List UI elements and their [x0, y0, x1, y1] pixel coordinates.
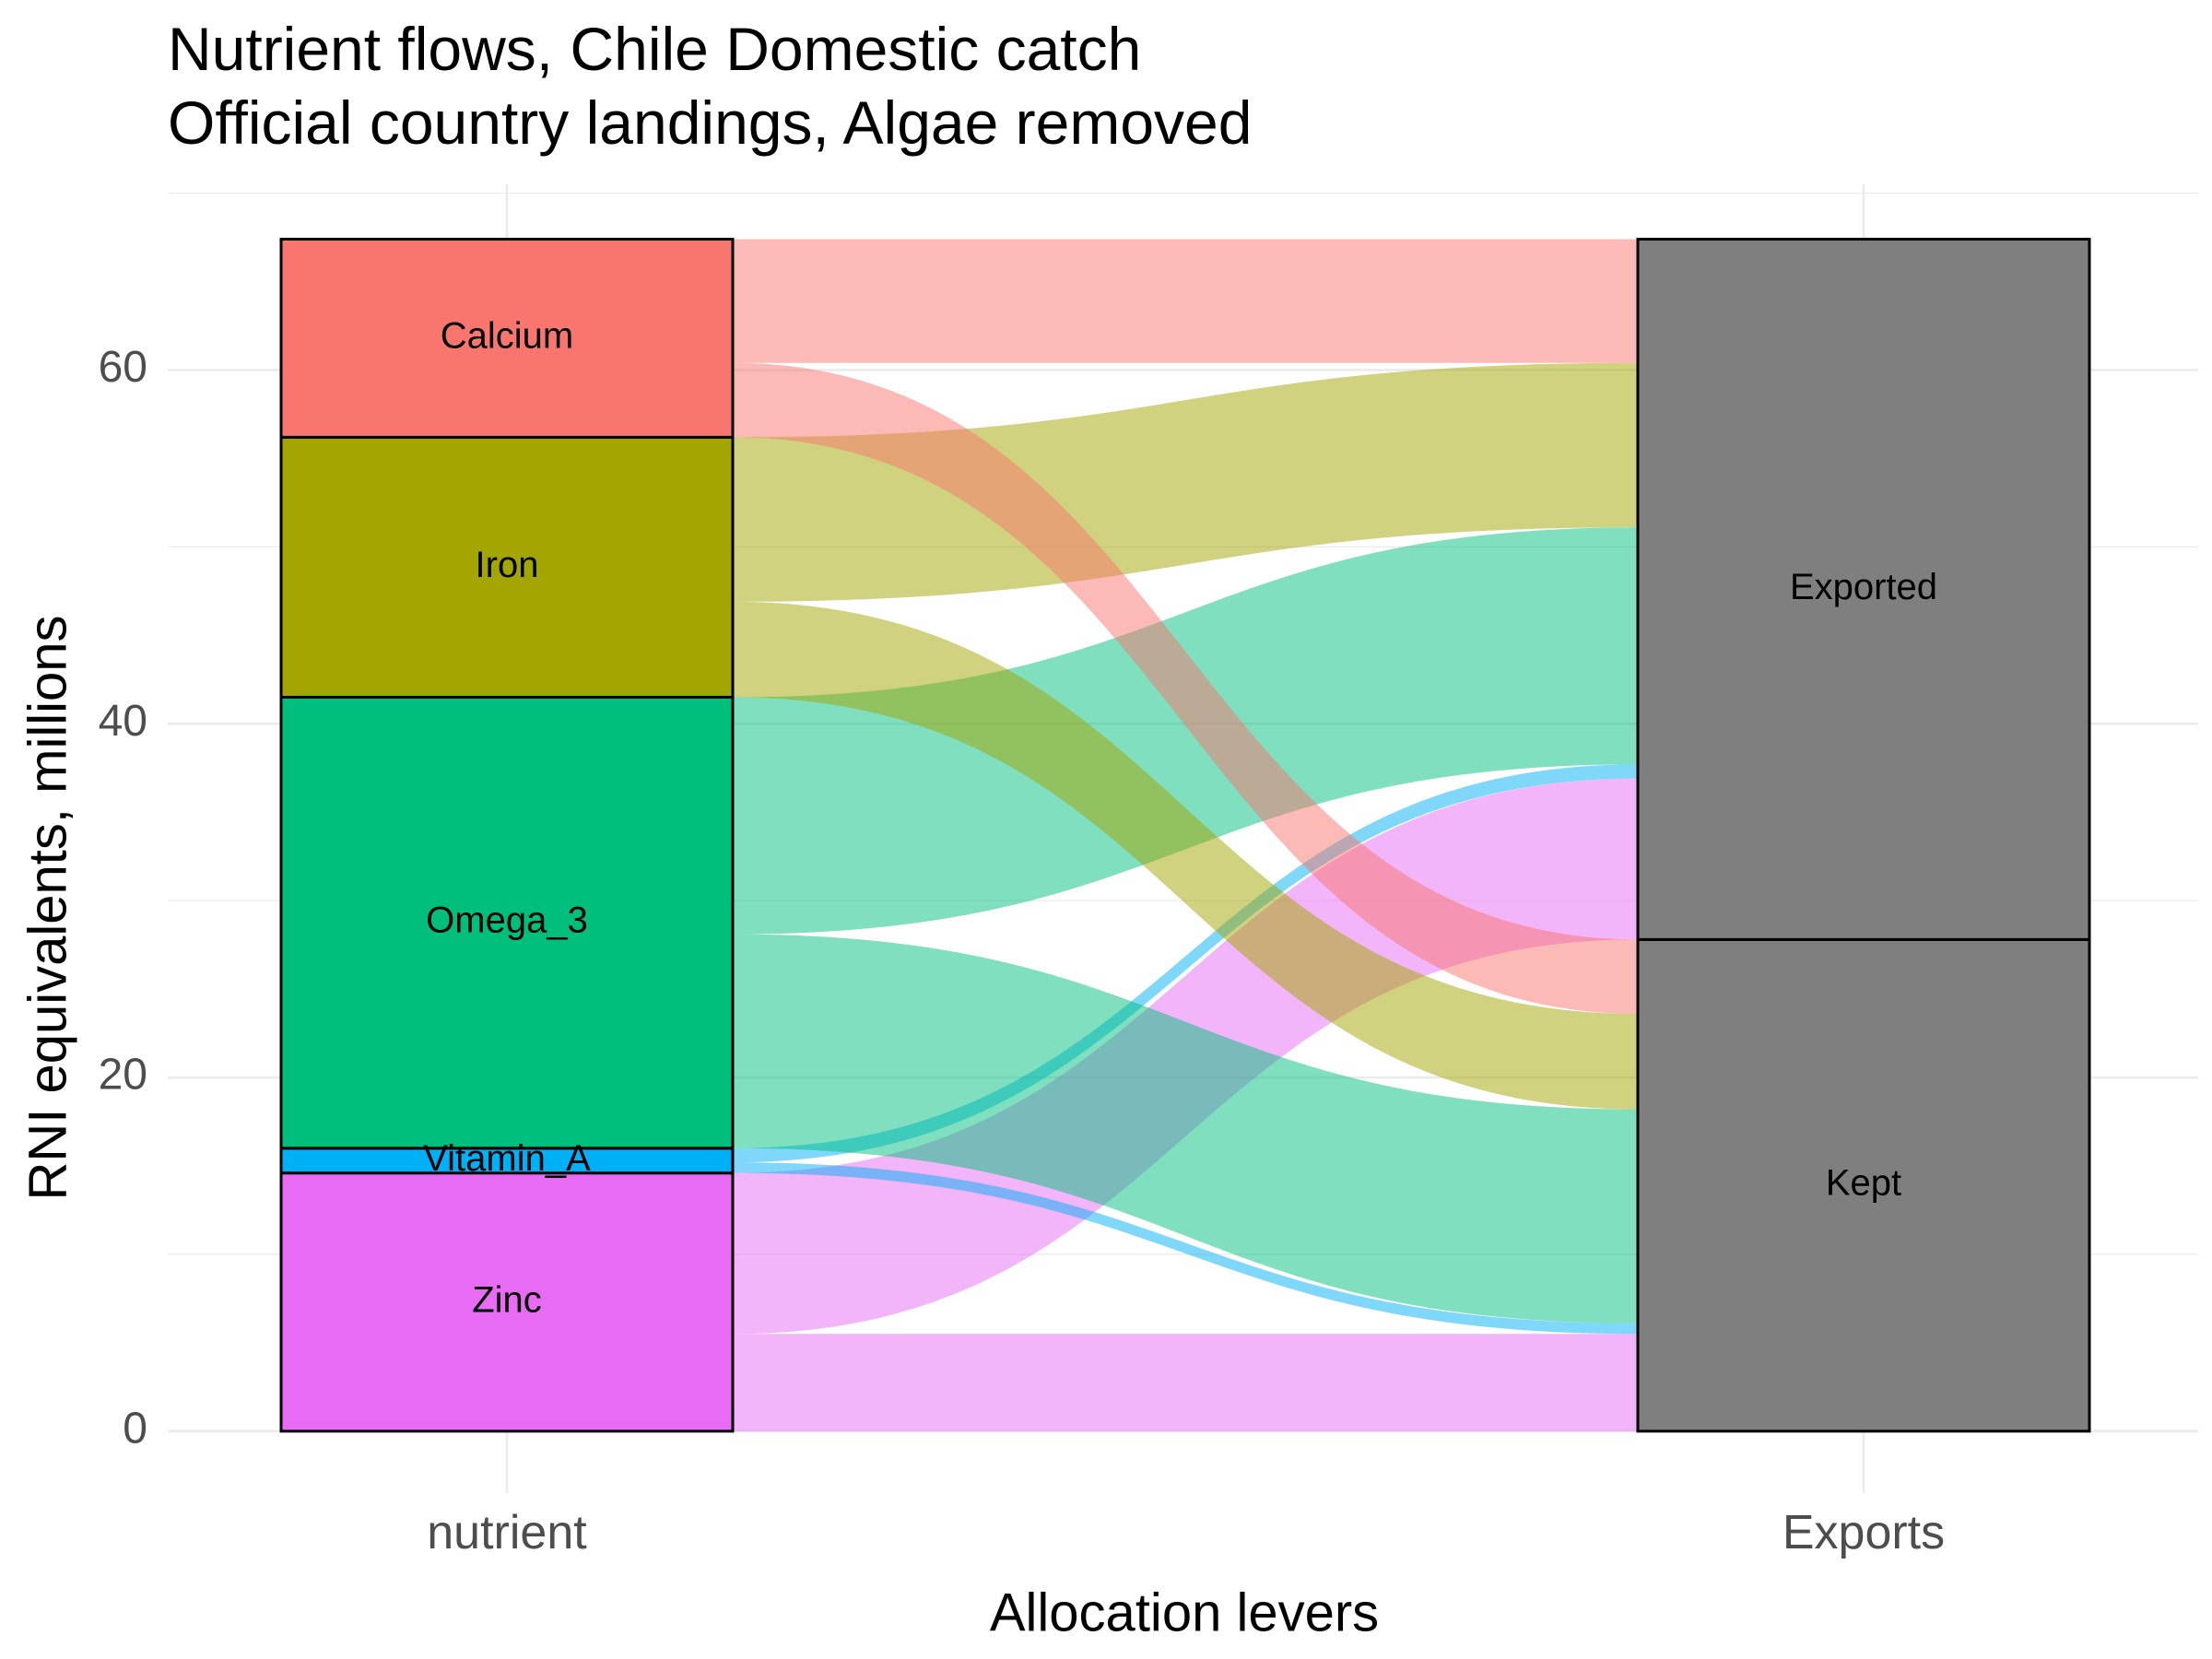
- y-tick-label: 40: [99, 697, 147, 746]
- y-ticks: 0 20 40 60: [99, 343, 147, 1453]
- x-axis-label: Allocation levers: [989, 1583, 1380, 1643]
- stratum-calcium: [279, 237, 735, 439]
- stratum-labels: Zinc Vitamin_A Omega_3 Iron Calcium Kept Expor…: [423, 316, 1937, 1321]
- strata: [279, 237, 2091, 1433]
- y-tick-label: 60: [99, 343, 147, 392]
- flows: [733, 239, 1638, 1431]
- flow-zinc-to-kept: [733, 1334, 1638, 1431]
- stratum-label-exported: Exported: [1790, 567, 1937, 607]
- x-tick-label-nutrient: nutrient: [427, 1506, 587, 1559]
- stratum-label-iron: Iron: [476, 545, 539, 585]
- stratum-label-zinc: Zinc: [472, 1279, 542, 1320]
- flow-omega-3-to-kept: [733, 934, 1638, 1324]
- stratum-exported: [1636, 237, 2091, 941]
- x-tick-label-exports: Exports: [1783, 1506, 1945, 1559]
- flow-iron-to-kept: [733, 601, 1638, 1110]
- stratum-label-calcium: Calcium: [441, 316, 573, 357]
- flow-calcium-to-exported: [733, 239, 1638, 363]
- stratum-vitamin-a: [279, 1147, 735, 1175]
- stratum-label-vitamin-a: Vitamin_A: [423, 1138, 591, 1179]
- x-ticks: nutrient Exports: [427, 1506, 1945, 1559]
- flow-calcium-to-kept: [733, 362, 1638, 1014]
- stratum-omega-3: [279, 695, 735, 1150]
- flow-vitamin-a-to-kept: [733, 1162, 1638, 1335]
- chart-subtitle: Official country landings, Algae removed: [168, 88, 1253, 157]
- flow-omega-3-to-exported: [733, 527, 1638, 935]
- flow-iron-to-exported: [733, 362, 1638, 602]
- y-tick-label: 20: [99, 1051, 147, 1100]
- flow-vitamin-a-to-exported: [733, 764, 1638, 1163]
- stratum-iron: [279, 435, 735, 699]
- stratum-label-omega-3: Omega_3: [426, 900, 588, 941]
- chart-title: Nutrient flows, Chile Domestic catch: [168, 15, 1142, 83]
- stratum-label-kept: Kept: [1826, 1163, 1901, 1204]
- y-tick-label: 0: [123, 1405, 147, 1453]
